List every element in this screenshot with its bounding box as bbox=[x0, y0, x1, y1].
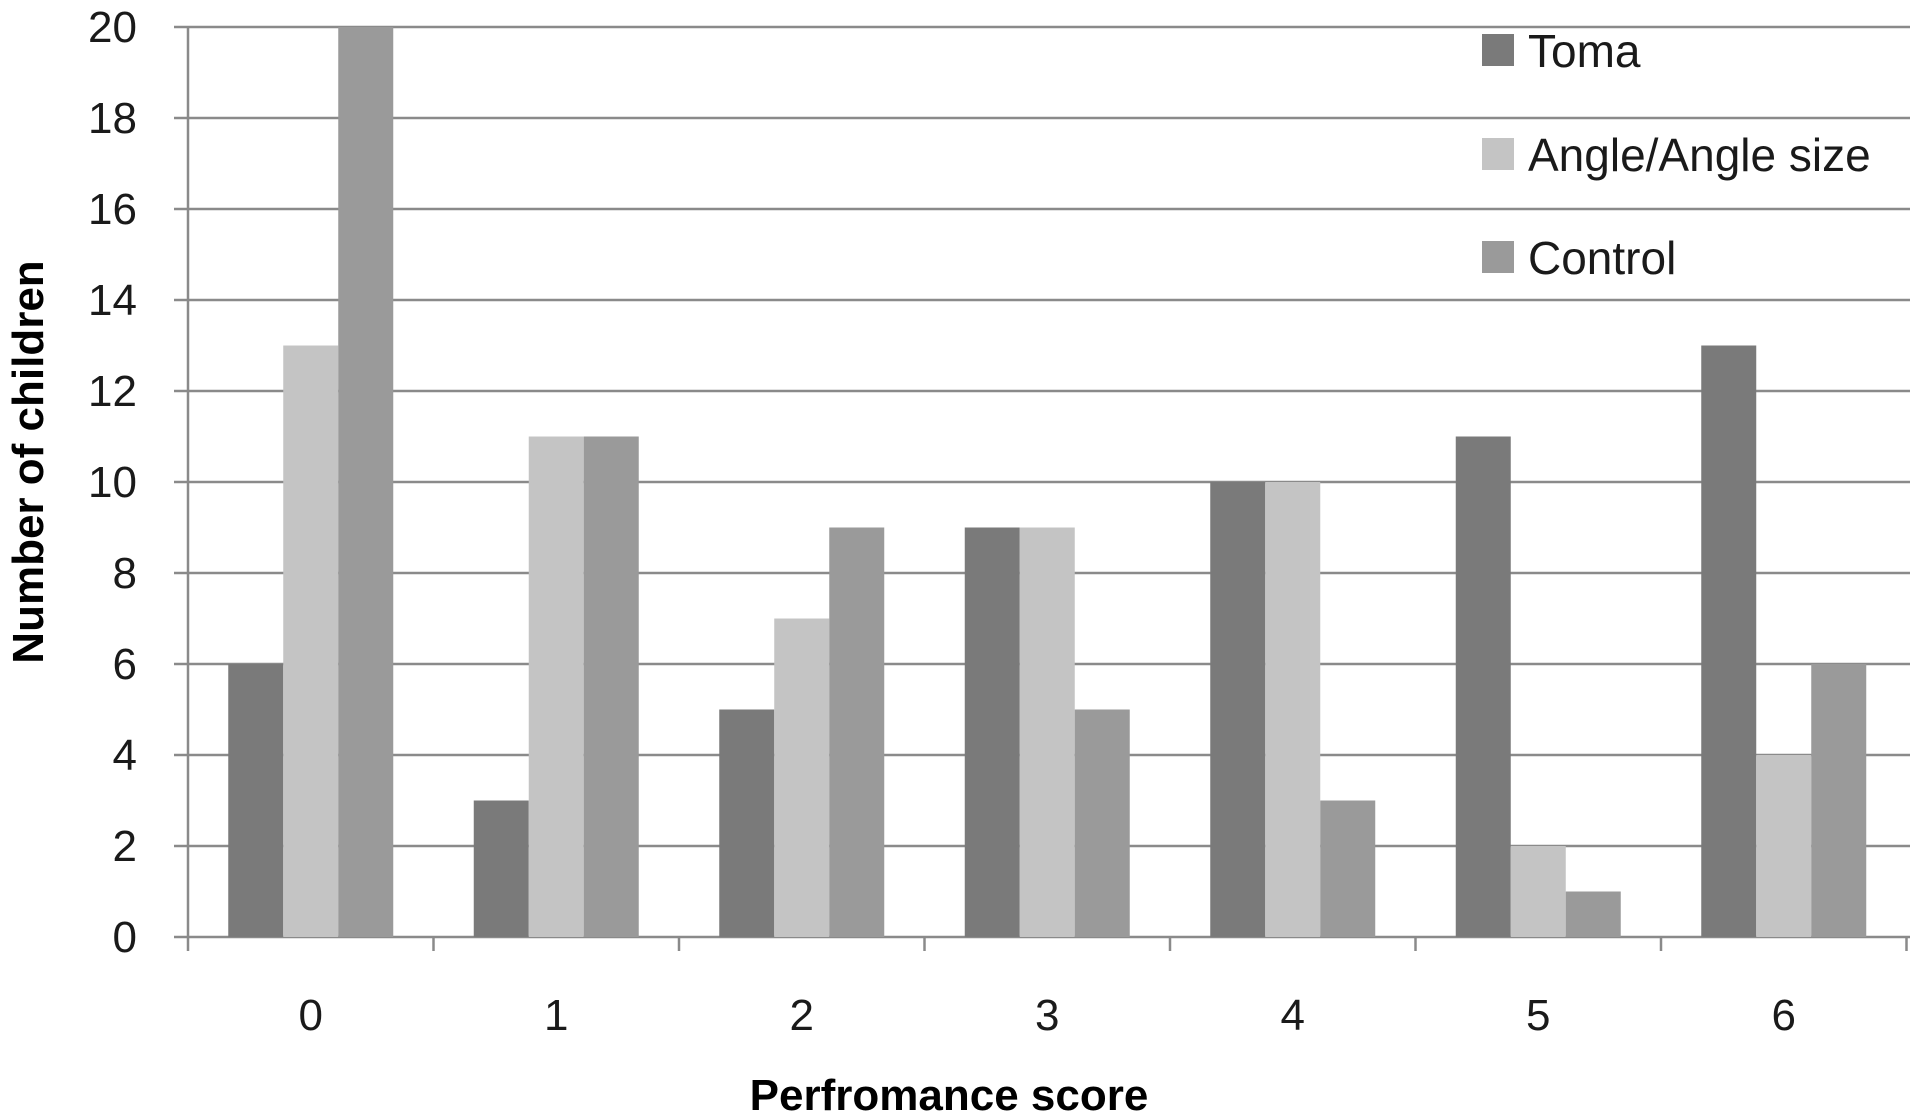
legend-label: Control bbox=[1528, 232, 1676, 284]
y-tick-label: 16 bbox=[88, 185, 137, 234]
bar-angle-angle-size-4 bbox=[1265, 482, 1321, 937]
x-tick-label: 0 bbox=[299, 991, 323, 1040]
bar-angle-angle-size-5 bbox=[1510, 846, 1566, 937]
bar-control-3 bbox=[1074, 709, 1130, 937]
bar-toma-6 bbox=[1701, 345, 1757, 937]
bar-control-4 bbox=[1320, 800, 1376, 937]
x-tick-label: 5 bbox=[1526, 991, 1550, 1040]
y-tick-label: 10 bbox=[88, 458, 137, 507]
y-tick-label: 12 bbox=[88, 367, 137, 416]
bar-toma-1 bbox=[473, 800, 529, 937]
bar-control-0 bbox=[338, 27, 394, 937]
bar-control-6 bbox=[1811, 664, 1867, 937]
bar-angle-angle-size-0 bbox=[283, 345, 339, 937]
legend-swatch-angle-angle-size bbox=[1482, 138, 1514, 170]
legend-label: Toma bbox=[1528, 25, 1641, 77]
y-axis-title: Number of children bbox=[4, 260, 53, 663]
bar-control-2 bbox=[829, 527, 885, 937]
axes bbox=[186, 27, 1908, 951]
y-tick-label: 4 bbox=[113, 731, 137, 780]
bar-angle-angle-size-6 bbox=[1756, 755, 1812, 937]
x-tick-label: 6 bbox=[1772, 991, 1796, 1040]
x-tick-label: 3 bbox=[1035, 991, 1059, 1040]
bar-toma-4 bbox=[1210, 482, 1266, 937]
y-tick-label: 20 bbox=[88, 3, 137, 52]
x-tick-label: 1 bbox=[544, 991, 568, 1040]
y-tick-label: 6 bbox=[113, 640, 137, 689]
x-tick-label: 4 bbox=[1281, 991, 1305, 1040]
bar-control-5 bbox=[1565, 891, 1621, 937]
y-tick-labels: 0 2 4 6 8 10 12 14 16 18 20 bbox=[88, 3, 137, 962]
y-tick-label: 2 bbox=[113, 822, 137, 871]
bar-angle-angle-size-1 bbox=[528, 436, 584, 937]
legend-swatch-control bbox=[1482, 241, 1514, 273]
bar-angle-angle-size-2 bbox=[774, 618, 830, 937]
x-tick-label: 2 bbox=[790, 991, 814, 1040]
bar-angle-angle-size-3 bbox=[1019, 527, 1075, 937]
bar-toma-3 bbox=[964, 527, 1020, 937]
bar-toma-2 bbox=[719, 709, 775, 937]
y-tick-label: 14 bbox=[88, 276, 137, 325]
bar-toma-0 bbox=[228, 664, 284, 937]
bar-control-1 bbox=[583, 436, 639, 937]
y-tick-label: 0 bbox=[113, 913, 137, 962]
y-tick-label: 18 bbox=[88, 94, 137, 143]
x-axis-title: Perfromance score bbox=[750, 1071, 1149, 1117]
legend-label: Angle/Angle size bbox=[1528, 129, 1871, 181]
y-tick-label: 8 bbox=[113, 549, 137, 598]
x-tick-labels: 0 1 2 3 4 5 6 bbox=[299, 991, 1796, 1040]
legend: Toma Angle/Angle size Control bbox=[1482, 25, 1871, 284]
bars bbox=[228, 27, 1867, 937]
bar-toma-5 bbox=[1455, 436, 1511, 937]
legend-swatch-toma bbox=[1482, 34, 1514, 66]
